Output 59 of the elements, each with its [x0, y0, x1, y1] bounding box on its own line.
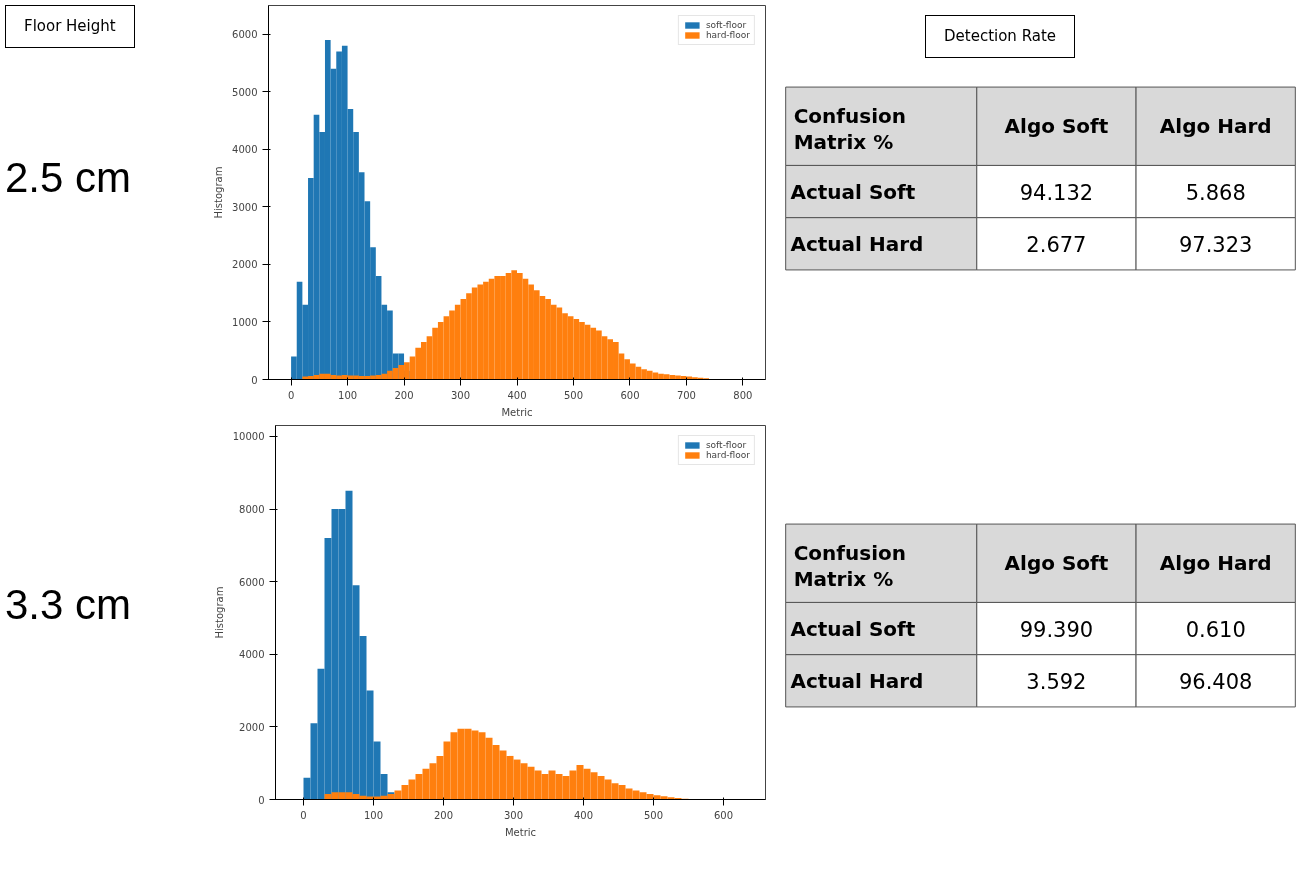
text: Floor Height [5, 5, 135, 49]
y-tick-label: 0 [258, 794, 265, 806]
legend-label: soft-floor [705, 20, 747, 30]
x-tick-label: 400 [573, 809, 594, 821]
legend-label: hard-floor [705, 450, 750, 460]
x-tick-label: Algo Hard [1159, 114, 1272, 139]
y-tick-label: 3000 [232, 201, 258, 213]
chart-title: Confusion Matrix % [793, 104, 906, 155]
y-tick-label: 0 [251, 374, 258, 386]
x-tick-label: Algo Hard [1159, 551, 1272, 576]
y-tick-label: Actual Soft [790, 616, 916, 641]
data-label: 5.868 [1185, 180, 1246, 205]
x-tick-label: 100 [363, 809, 384, 821]
x-tick-label: 300 [503, 809, 524, 821]
text: 2.5 cm [5, 153, 132, 204]
x-axis-title: Metric [501, 406, 533, 418]
x-tick-label: 0 [287, 389, 295, 401]
data-label: 96.408 [1178, 669, 1253, 694]
y-tick-label: 6000 [239, 576, 265, 588]
x-tick-label: 400 [507, 389, 527, 401]
x-tick-label: 700 [676, 389, 696, 401]
y-tick-label: 6000 [232, 29, 258, 41]
y-axis-title: Histogram [213, 166, 225, 219]
x-tick-label: 200 [433, 809, 454, 821]
x-tick-label: 600 [713, 809, 734, 821]
y-tick-label: 4000 [239, 649, 265, 661]
y-tick-label: 2000 [239, 721, 265, 733]
x-tick-label: 300 [450, 389, 471, 401]
y-axis-title: Histogram [213, 586, 225, 639]
x-tick-label: Algo Soft [1004, 114, 1109, 139]
y-tick-label: 5000 [232, 86, 258, 98]
chart-title: Confusion Matrix % [793, 540, 906, 591]
y-tick-label: 8000 [239, 504, 265, 516]
y-tick-label: 4000 [232, 144, 258, 156]
legend-label: soft-floor [705, 440, 747, 450]
x-tick-label: 600 [620, 389, 640, 401]
legend-label: hard-floor [705, 30, 750, 40]
data-label: 97.323 [1178, 233, 1253, 258]
y-tick-label: 10000 [232, 431, 265, 443]
text: Detection Rate [925, 15, 1076, 59]
x-tick-label: Algo Soft [1004, 551, 1109, 576]
y-tick-label: 1000 [232, 316, 258, 328]
data-label: 0.610 [1185, 617, 1246, 642]
y-tick-label: Actual Soft [790, 179, 916, 204]
x-tick-label: 500 [643, 809, 664, 821]
x-tick-label: 0 [300, 809, 307, 821]
x-tick-label: 100 [338, 389, 358, 401]
x-axis-title: Metric [504, 826, 537, 838]
x-tick-label: 500 [563, 389, 584, 401]
y-tick-label: Actual Hard [790, 668, 924, 693]
text: 3.3 cm [5, 580, 132, 630]
x-tick-label: 200 [394, 389, 414, 401]
data-label: 3.592 [1026, 669, 1087, 694]
data-label: 99.390 [1019, 617, 1094, 642]
x-tick-label: 800 [733, 389, 753, 401]
y-tick-label: Actual Hard [790, 232, 924, 257]
data-label: 2.677 [1026, 233, 1087, 258]
data-label: 94.132 [1019, 180, 1094, 205]
y-tick-label: 2000 [232, 259, 258, 271]
